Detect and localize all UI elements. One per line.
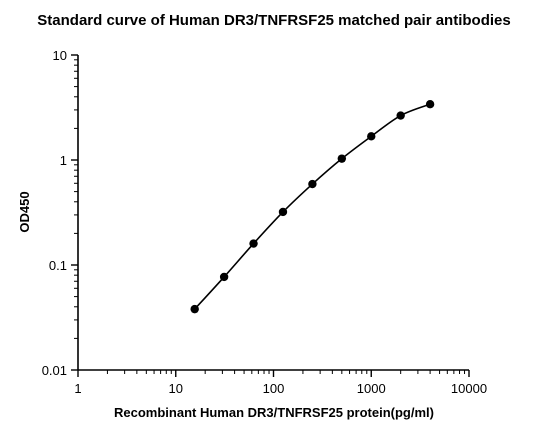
x-tick-label: 10 [169, 381, 183, 396]
fit-curve [194, 103, 431, 310]
data-point [278, 207, 288, 217]
data-point [190, 304, 199, 314]
x-tick-label: 10000 [451, 381, 487, 396]
x-tick-label: 1000 [357, 381, 386, 396]
data-point [337, 154, 347, 163]
y-tick-label: 0.1 [49, 258, 67, 273]
data-point [396, 111, 405, 120]
x-tick-label: 100 [263, 381, 285, 396]
y-tick-label: 1 [60, 153, 67, 168]
data-point [219, 272, 229, 282]
chart-title: Standard curve of Human DR3/TNFRSF25 mat… [37, 12, 511, 29]
x-tick-label: 1 [74, 381, 81, 396]
data-point [367, 132, 376, 141]
y-tick-label: 0.01 [42, 363, 67, 378]
y-tick-label: 10 [53, 48, 67, 63]
data-points [190, 99, 435, 314]
y-axis-title: OD450 [17, 191, 32, 232]
data-point [425, 99, 435, 109]
x-axis-title: Recombinant Human DR3/TNFRSF25 protein(p… [114, 405, 434, 420]
axis-ticks: 1 10 100 1000 10000 0.01 0.1 1 10 [42, 48, 487, 396]
data-point [249, 239, 258, 248]
data-point [308, 179, 317, 189]
